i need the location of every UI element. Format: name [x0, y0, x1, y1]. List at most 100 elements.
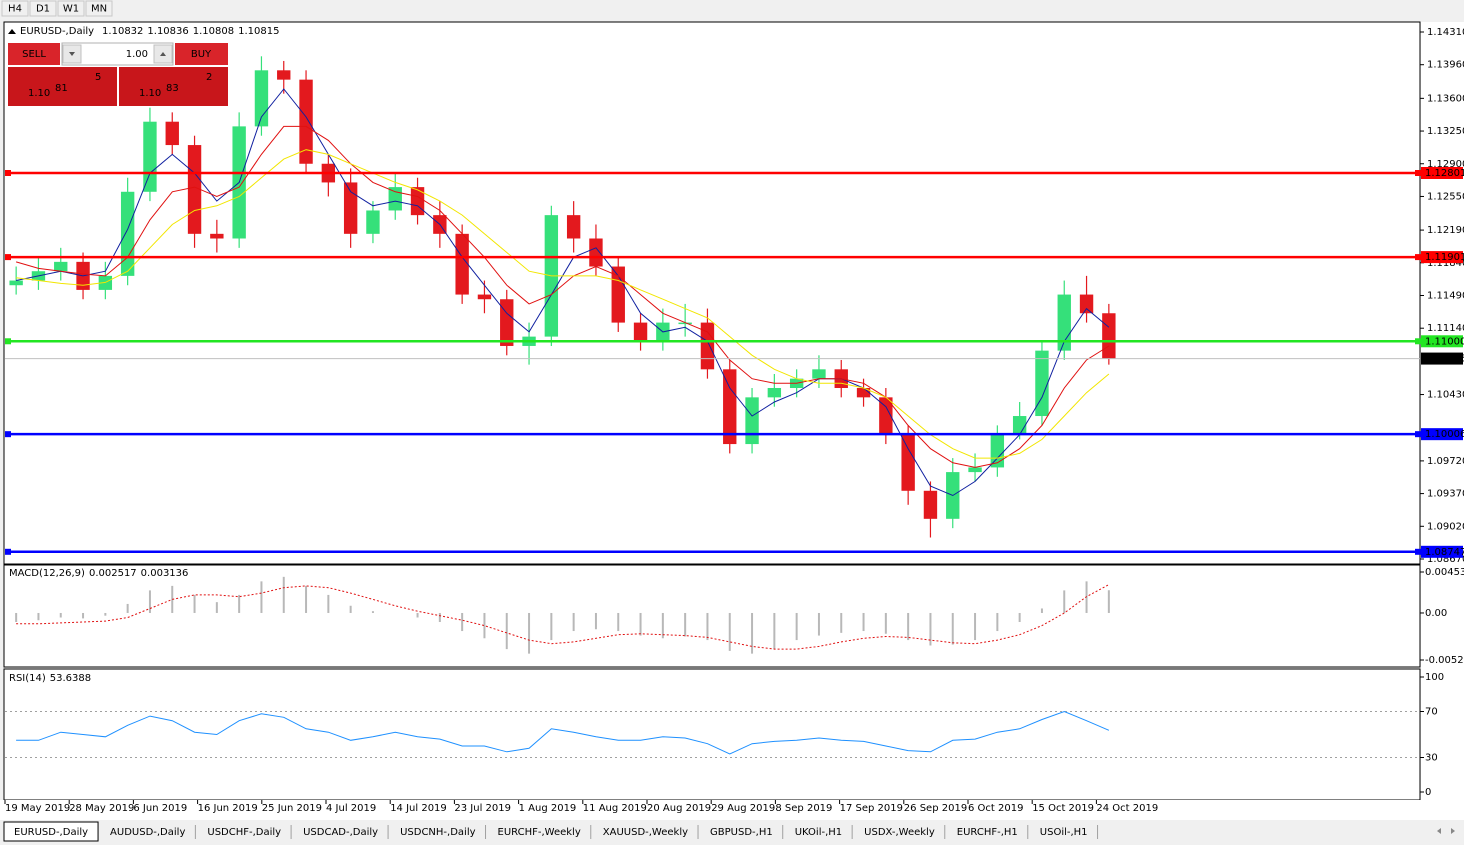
chart-tab[interactable]: [946, 822, 1028, 841]
chart-tab-label[interactable]: UKOil-,H1: [795, 827, 842, 838]
chart-tab-label[interactable]: USDCNH-,Daily: [400, 827, 476, 838]
chart-tab[interactable]: [100, 822, 196, 841]
y-tick-label: 1.08670: [1427, 554, 1464, 565]
x-tick-label: 14 Jul 2019: [390, 803, 447, 814]
timeframe-label[interactable]: D1: [36, 4, 50, 15]
candle-body: [589, 238, 603, 267]
chart-tab-label[interactable]: EURCHF-,Weekly: [498, 827, 581, 838]
chart-tab-label[interactable]: AUDUSD-,Daily: [110, 827, 185, 838]
chart-tab-label[interactable]: USOil-,H1: [1040, 827, 1088, 838]
chart-tab[interactable]: [1029, 822, 1098, 841]
y-tick-label: 1.12190: [1427, 225, 1464, 236]
chart-tab[interactable]: [700, 822, 783, 841]
candle-body: [745, 397, 759, 445]
sell-label[interactable]: SELL: [22, 49, 46, 60]
buy-button[interactable]: [175, 43, 228, 65]
chart-tab-label[interactable]: XAUUSD-,Weekly: [603, 827, 688, 838]
chart-tab-label[interactable]: GBPUSD-,H1: [710, 827, 773, 838]
x-tick-label: 29 Aug 2019: [711, 803, 775, 814]
price-box[interactable]: [8, 67, 117, 106]
chart-tab[interactable]: [854, 822, 945, 841]
candle-body: [700, 322, 715, 370]
chart-tab-label[interactable]: USDCHF-,Daily: [207, 827, 281, 838]
candle-body: [1102, 313, 1116, 359]
scroll-right[interactable]: [1451, 828, 1455, 834]
chart-tab[interactable]: [487, 822, 591, 841]
candle-body: [210, 233, 224, 239]
chart-tab[interactable]: [390, 822, 486, 841]
candle-body: [9, 280, 23, 286]
level-handle[interactable]: [5, 254, 11, 261]
level-tag: [1421, 167, 1463, 180]
x-tick-label: 26 Sep 2019: [904, 803, 967, 814]
candle-body: [120, 191, 135, 276]
x-tick-label: 19 May 2019: [5, 803, 70, 814]
price-box[interactable]: [119, 67, 228, 106]
chart-tab[interactable]: [197, 822, 292, 841]
candle-body: [477, 294, 492, 300]
collapse-icon: [8, 29, 16, 34]
level-handle[interactable]: [1415, 338, 1421, 345]
candle-body: [611, 266, 625, 323]
level-handle[interactable]: [1415, 548, 1421, 555]
x-tick-label: 23 Jul 2019: [454, 803, 511, 814]
y-tick-label: 1.09720: [1427, 456, 1464, 467]
y-tick-label: 1.11490: [1427, 291, 1464, 302]
ohlc-value: 1.10836: [147, 26, 188, 37]
ohlc-value: 1.10815: [238, 26, 279, 37]
indicator-value: 0.003136: [141, 568, 189, 579]
chart-tab-label[interactable]: USDX-,Weekly: [864, 827, 935, 838]
timeframe-button[interactable]: [57, 0, 85, 17]
timeframe-label[interactable]: W1: [63, 4, 79, 15]
x-tick-label: 8 Sep 2019: [775, 803, 832, 814]
rsi-line: [16, 710, 1110, 755]
y-tick-label: 1.11840: [1427, 258, 1464, 269]
candle-body: [165, 121, 179, 146]
sell-button[interactable]: [8, 43, 60, 65]
timeframe-button[interactable]: [1, 0, 29, 17]
candle-body: [990, 434, 1005, 468]
level-handle[interactable]: [5, 338, 11, 345]
candle-body: [566, 215, 581, 239]
chart-tab[interactable]: [784, 822, 853, 841]
chart-tab[interactable]: [592, 822, 699, 841]
level-handle[interactable]: [1415, 170, 1421, 177]
price-prefix: 1.10: [28, 88, 50, 99]
lot-box[interactable]: [61, 42, 174, 66]
arrow-down: [69, 52, 75, 56]
candle-body: [633, 322, 648, 342]
level-handle[interactable]: [1415, 431, 1421, 438]
lot-value[interactable]: 1.00: [126, 49, 148, 60]
timeframe-button[interactable]: [29, 0, 57, 17]
scroll-left[interactable]: [1437, 828, 1441, 834]
x-tick-label: 4 Jul 2019: [326, 803, 376, 814]
price-big: 81: [55, 83, 68, 94]
x-tick-label: 28 May 2019: [69, 803, 134, 814]
chart-tab[interactable]: [3, 821, 99, 842]
time-axis: [0, 800, 1464, 820]
price-prefix: 1.10: [139, 88, 161, 99]
chart-tab-label[interactable]: EURCHF-,H1: [957, 827, 1018, 838]
y-tick-label: 1.13600: [1427, 93, 1464, 104]
level-handle[interactable]: [5, 170, 11, 177]
candle-body: [901, 434, 915, 491]
level-tag: [1421, 251, 1463, 264]
candle-body: [299, 79, 313, 164]
indicator-name: RSI(14): [9, 673, 46, 684]
timeframe-button[interactable]: [85, 0, 113, 17]
level-handle[interactable]: [5, 548, 11, 555]
indicator-value: 53.6388: [50, 673, 91, 684]
buy-label[interactable]: BUY: [191, 49, 212, 60]
level-handle[interactable]: [1415, 254, 1421, 261]
ohlc-value: 1.10808: [193, 26, 234, 37]
level-handle[interactable]: [5, 431, 11, 438]
chart-tab-label[interactable]: EURUSD-,Daily: [14, 827, 88, 838]
chart-tab[interactable]: [293, 822, 389, 841]
candle-body: [410, 187, 425, 216]
timeframe-label[interactable]: MN: [91, 4, 107, 15]
y-tick-label: 1.12900: [1427, 159, 1464, 170]
level-tag: [1421, 545, 1463, 558]
moving-average: [16, 149, 1110, 459]
chart-tab-label[interactable]: USDCAD-,Daily: [303, 827, 378, 838]
timeframe-label[interactable]: H4: [8, 4, 22, 15]
